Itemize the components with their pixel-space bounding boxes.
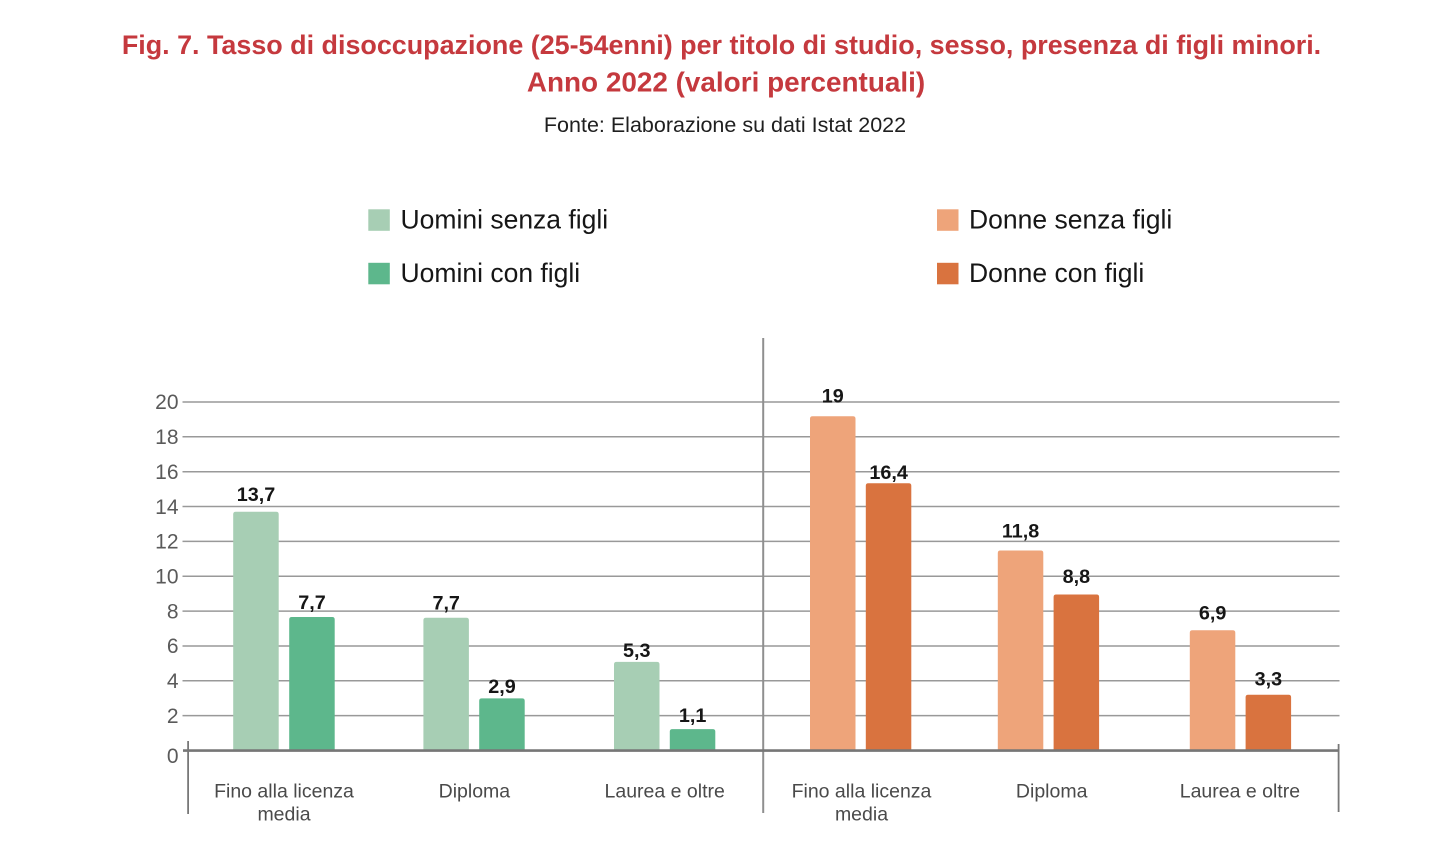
- svg-text:Uomini con figli: Uomini con figli: [401, 258, 581, 288]
- svg-text:12: 12: [155, 531, 178, 554]
- svg-text:Laurea e oltre: Laurea e oltre: [605, 781, 725, 803]
- svg-text:8,8: 8,8: [1063, 566, 1091, 588]
- svg-text:Diploma: Diploma: [439, 781, 511, 803]
- svg-text:3,3: 3,3: [1255, 669, 1283, 691]
- svg-text:5,3: 5,3: [623, 640, 651, 662]
- svg-text:7,7: 7,7: [298, 592, 326, 614]
- svg-text:4: 4: [167, 670, 179, 693]
- svg-text:8: 8: [167, 600, 179, 623]
- svg-text:Donne senza figli: Donne senza figli: [969, 205, 1172, 235]
- svg-text:Fonte: Elaborazione su dati Is: Fonte: Elaborazione su dati Istat 2022: [544, 113, 906, 137]
- svg-text:20: 20: [155, 391, 178, 414]
- svg-text:Fino alla licenza: Fino alla licenza: [792, 781, 932, 803]
- svg-text:13,7: 13,7: [237, 484, 276, 506]
- svg-text:2: 2: [167, 705, 179, 728]
- svg-text:Diploma: Diploma: [1016, 781, 1088, 803]
- svg-text:11,8: 11,8: [1002, 521, 1039, 543]
- svg-text:Laurea e oltre: Laurea e oltre: [1180, 781, 1300, 803]
- svg-text:media: media: [835, 804, 888, 826]
- svg-text:Donne con figli: Donne con figli: [969, 258, 1144, 288]
- svg-text:7,7: 7,7: [432, 593, 460, 615]
- svg-text:6: 6: [167, 635, 179, 658]
- svg-text:10: 10: [155, 566, 178, 589]
- svg-text:16: 16: [155, 461, 178, 484]
- svg-text:16,4: 16,4: [869, 462, 908, 484]
- svg-text:6,9: 6,9: [1199, 603, 1227, 625]
- svg-text:0: 0: [167, 745, 179, 768]
- svg-text:Fig. 7. Tasso di disoccupazion: Fig. 7. Tasso di disoccupazione (25-54en…: [122, 30, 1321, 60]
- svg-text:14: 14: [155, 496, 179, 519]
- svg-text:Fino alla licenza: Fino alla licenza: [214, 781, 354, 803]
- svg-text:1,1: 1,1: [679, 705, 707, 727]
- svg-text:Anno 2022 (valori percentuali): Anno 2022 (valori percentuali): [527, 66, 925, 97]
- svg-text:media: media: [257, 804, 310, 826]
- svg-text:18: 18: [155, 426, 178, 449]
- svg-text:19: 19: [822, 386, 844, 408]
- svg-text:2,9: 2,9: [488, 676, 516, 698]
- svg-text:Uomini senza figli: Uomini senza figli: [401, 205, 609, 235]
